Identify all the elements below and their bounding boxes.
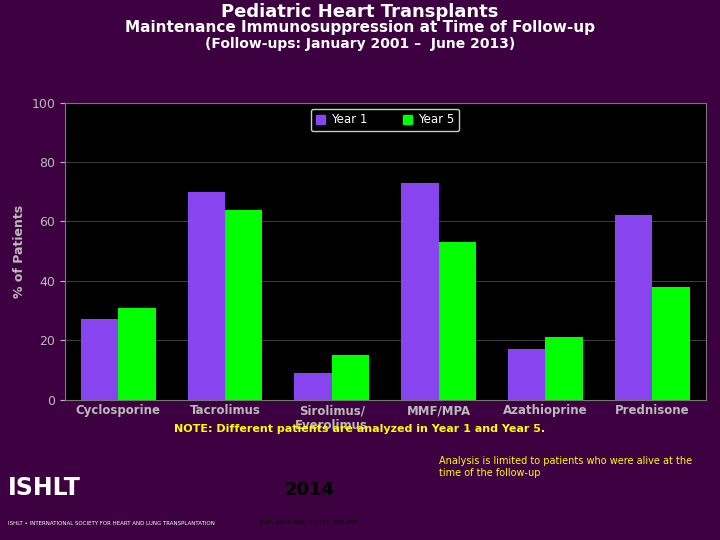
Text: JHLT. 2014 Oct; 33(10): 985-995: JHLT. 2014 Oct; 33(10): 985-995 (260, 520, 359, 525)
Bar (225, 210, 262, 400)
Y-axis label: % of Patients: % of Patients (13, 205, 26, 298)
Bar (508, 349, 546, 400)
Bar (615, 215, 652, 400)
Bar (81, 319, 118, 400)
Bar (546, 337, 582, 400)
Text: (Follow-ups: January 2001 –  June 2013): (Follow-ups: January 2001 – June 2013) (205, 37, 515, 51)
Text: Pediatric Heart Transplants: Pediatric Heart Transplants (221, 3, 499, 21)
Text: Analysis is limited to patients who were alive at the
time of the follow-up: Analysis is limited to patients who were… (439, 456, 693, 478)
Text: ISHLT: ISHLT (8, 476, 81, 500)
Text: NOTE: Different patients are analyzed in Year 1 and Year 5.: NOTE: Different patients are analyzed in… (174, 424, 546, 434)
Bar (401, 183, 438, 400)
Bar (332, 355, 369, 400)
Bar (294, 373, 332, 400)
Bar (438, 242, 476, 400)
Bar (118, 307, 156, 400)
Legend: Year 1, Year 5: Year 1, Year 5 (311, 109, 459, 131)
Text: ISHLT • INTERNATIONAL SOCIETY FOR HEART AND LUNG TRANSPLANTATION: ISHLT • INTERNATIONAL SOCIETY FOR HEART … (8, 522, 215, 526)
Text: 2014: 2014 (284, 481, 335, 499)
Bar (652, 287, 690, 400)
Text: Maintenance Immunosuppression at Time of Follow-up: Maintenance Immunosuppression at Time of… (125, 20, 595, 35)
Bar (188, 192, 225, 400)
